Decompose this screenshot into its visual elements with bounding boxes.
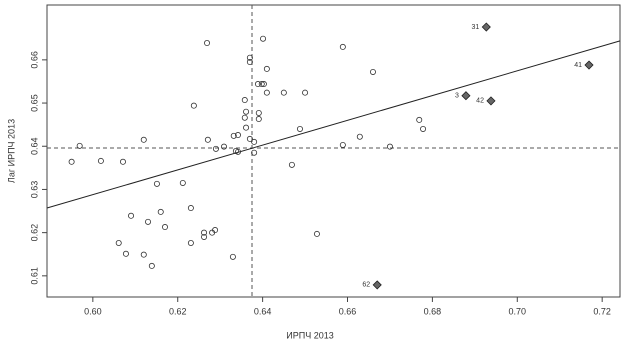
point [339,43,346,50]
point [246,135,253,142]
point [260,81,267,88]
point-label: 62 [362,282,370,289]
y-tick-label: 0.62 [29,224,39,242]
point [263,65,270,72]
point [313,230,320,237]
highlighted-point [372,280,382,290]
point [339,141,346,148]
point [153,180,160,187]
y-tick-label: 0.66 [29,51,39,69]
y-tick-label: 0.61 [29,267,39,285]
point [288,161,295,168]
point [229,253,236,260]
plot-frame [46,4,621,298]
point [234,132,241,139]
point [179,179,186,186]
point [243,124,250,131]
highlighted-point [486,96,496,106]
y-tick-label: 0.65 [29,94,39,112]
x-tick-label: 0.68 [424,306,442,316]
regression-line [46,40,621,209]
point [190,102,197,109]
x-tick-label: 0.70 [509,306,527,316]
point [140,136,147,143]
point [76,142,83,149]
point [254,81,261,88]
highlighted-point [461,91,471,101]
highlighted-point [584,60,594,70]
point [246,59,253,66]
point [97,157,104,164]
point [280,89,287,96]
y-tick-label: 0.63 [29,181,39,199]
point [246,54,253,61]
point [296,125,303,132]
point [115,240,122,247]
point [386,143,393,150]
x-tick-label: 0.72 [593,306,611,316]
point [128,212,135,219]
point-label: 41 [574,62,582,69]
point [251,149,258,156]
x-tick-label: 0.60 [84,306,102,316]
point-label: 31 [472,24,480,31]
point [420,125,427,132]
point [187,205,194,212]
point [255,116,262,123]
x-tick-label: 0.66 [339,306,357,316]
x-tick-label: 0.62 [169,306,187,316]
point [140,251,147,258]
point [161,224,168,231]
point [148,262,155,269]
point [201,233,208,240]
point [145,218,152,225]
point [157,208,164,215]
point [416,116,423,123]
y-axis-label: Лаг ИРПЧ 2013 [6,119,16,183]
point [251,138,258,145]
point [119,158,126,165]
point [212,227,219,234]
point [241,114,248,121]
point [263,89,270,96]
x-tick-label: 0.64 [254,306,272,316]
point [258,81,265,88]
point [302,89,309,96]
point [204,40,211,47]
point-label: 42 [476,98,484,105]
point [204,136,211,143]
y-tick-label: 0.64 [29,137,39,155]
highlighted-point [481,22,491,32]
point [187,240,194,247]
point [232,147,239,154]
point [260,35,267,42]
point [243,108,250,115]
point [122,250,129,257]
point [212,145,219,152]
x-axis-label: ИРПЧ 2013 [286,330,333,340]
point-label: 3 [455,93,459,100]
point [356,133,363,140]
point [68,158,75,165]
point [201,229,208,236]
point [230,132,237,139]
point [220,143,227,150]
point [241,97,248,104]
point [369,68,376,75]
point [255,109,262,116]
